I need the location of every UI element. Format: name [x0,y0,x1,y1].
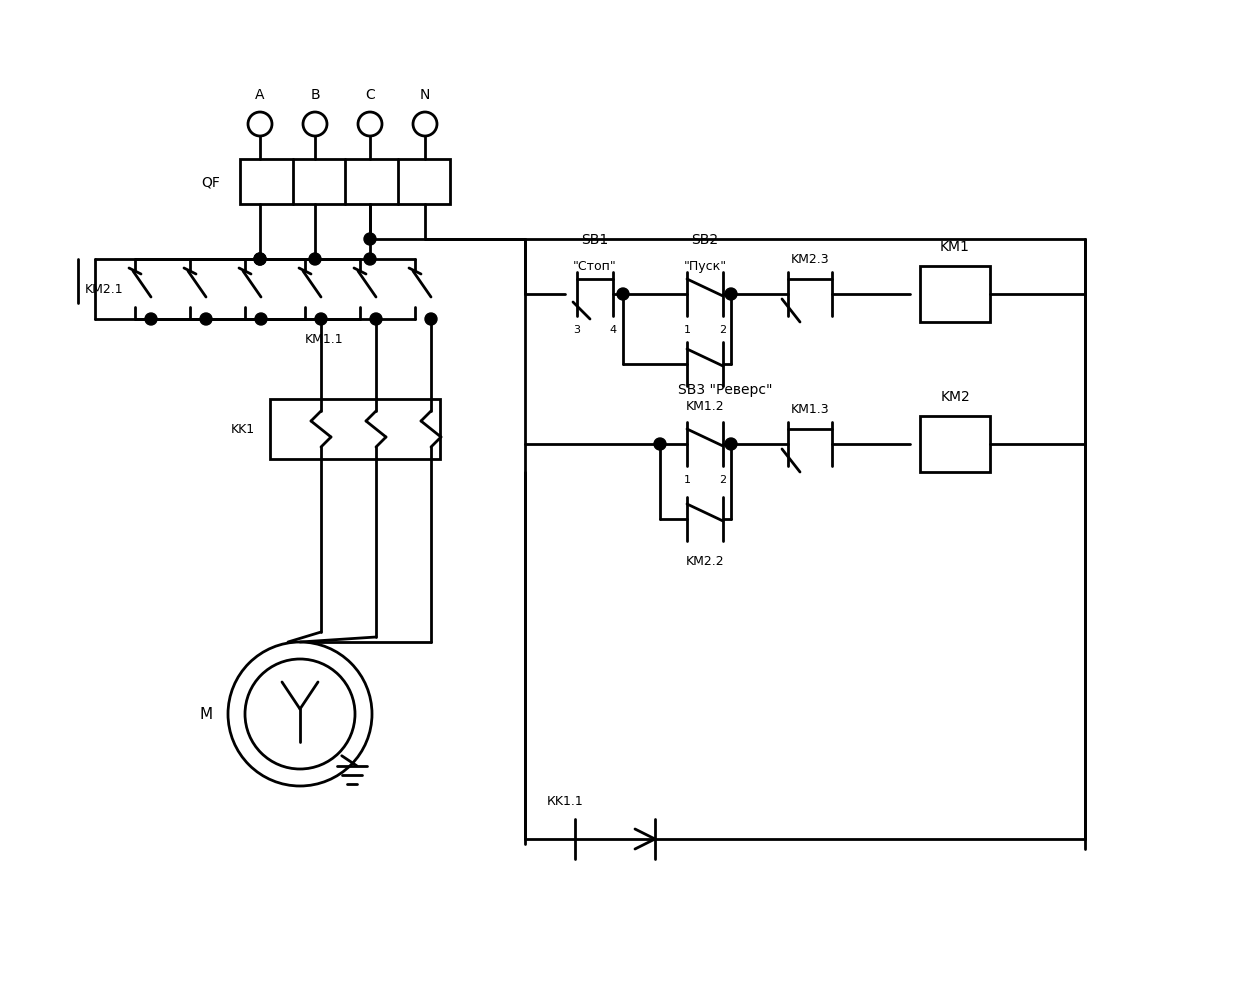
Circle shape [309,253,321,265]
Bar [270,400,440,459]
Text: QF: QF [201,175,221,189]
Text: 4: 4 [610,325,617,335]
Circle shape [199,314,212,326]
Circle shape [364,234,375,246]
Text: 3: 3 [574,325,581,335]
Text: КK1.1: КK1.1 [546,794,584,808]
Text: "Пуск": "Пуск" [684,260,726,273]
Circle shape [364,253,375,265]
Circle shape [617,288,629,301]
Text: KМ1: KМ1 [940,240,970,253]
Text: KМ1.3: KМ1.3 [790,404,829,416]
Circle shape [254,253,266,265]
Text: KM2.1: KM2.1 [85,283,124,296]
Circle shape [145,314,157,326]
Text: SB2: SB2 [691,233,719,247]
Text: "Стоп": "Стоп" [574,260,617,273]
Text: KМ2.3: KМ2.3 [790,253,829,266]
Text: 2: 2 [720,474,726,484]
Text: 2: 2 [720,325,726,335]
Circle shape [315,314,327,326]
Circle shape [425,314,437,326]
Text: N: N [420,87,430,102]
Circle shape [254,253,266,265]
Text: 1: 1 [684,325,690,335]
Text: KM1.1: KM1.1 [305,333,343,346]
Circle shape [725,288,737,301]
Text: 1: 1 [684,474,690,484]
Text: KМ1.2: KМ1.2 [685,401,725,414]
Circle shape [654,438,667,450]
Text: B: B [310,87,320,102]
Text: KМ2: KМ2 [940,390,970,404]
Text: C: C [366,87,375,102]
Text: KМ2.2: KМ2.2 [685,555,725,568]
Circle shape [725,438,737,450]
Bar [921,416,990,472]
Text: SB3 "Реверс": SB3 "Реверс" [678,383,772,397]
Circle shape [255,314,266,326]
Text: M: M [199,707,213,722]
Bar [921,266,990,323]
Bar [240,160,450,205]
Text: SB1: SB1 [581,233,608,247]
Text: A: A [255,87,265,102]
Text: KK1: KK1 [230,423,255,436]
Circle shape [370,314,382,326]
